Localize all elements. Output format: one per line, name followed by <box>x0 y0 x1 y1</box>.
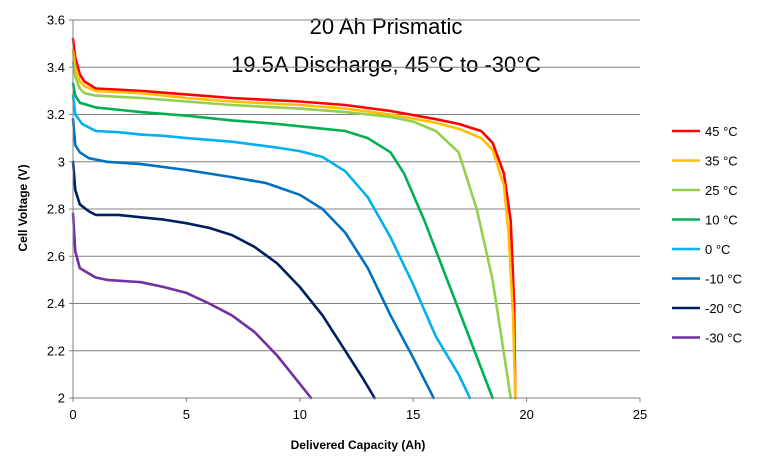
series-lines <box>71 37 517 400</box>
series-line-7 <box>71 160 376 400</box>
y-tick-label: 2.2 <box>47 343 65 358</box>
legend: 45 °C 35 °C 25 °C 10 °C 0 °C -10 °C -20 °C -30 … <box>672 124 742 346</box>
legend-label: 0 °C <box>705 242 730 257</box>
x-tick-label: 5 <box>183 407 190 422</box>
axes <box>69 19 641 402</box>
y-axis-label: Cell Voltage (V) <box>16 164 30 251</box>
y-tick-label: 3 <box>58 154 65 169</box>
x-tick-label: 0 <box>69 407 76 422</box>
legend-label: 35 °C <box>705 154 738 169</box>
legend-label: -10 °C <box>705 272 742 287</box>
series-line-3 <box>71 61 513 400</box>
chart-title-line2: 19.5A Discharge, 45°C to -30°C <box>231 52 541 77</box>
legend-label: -20 °C <box>705 301 742 316</box>
chart-title-line1: 20 Ah Prismatic <box>310 14 463 39</box>
series-line-8 <box>71 212 313 400</box>
tick-labels: 2 2.2 2.4 2.6 2.8 3 3.2 3.4 3.6 0 5 10 15 20 25 <box>47 13 647 423</box>
series-line-6 <box>71 117 435 400</box>
x-tick-label: 10 <box>293 407 307 422</box>
y-tick-label: 3.6 <box>47 13 65 28</box>
x-axis-label: Delivered Capacity (Ah) <box>291 438 426 452</box>
series-line-1 <box>71 37 517 400</box>
x-tick-label: 25 <box>633 407 647 422</box>
x-tick-label: 15 <box>406 407 420 422</box>
series-line-4 <box>71 82 494 400</box>
x-tick-label: 20 <box>519 407 533 422</box>
series-line-5 <box>71 94 472 400</box>
y-tick-label: 2.6 <box>47 249 65 264</box>
legend-label: 25 °C <box>705 183 738 198</box>
y-tick-label: 2.4 <box>47 296 65 311</box>
y-tick-label: 2 <box>58 391 65 406</box>
legend-label: -30 °C <box>705 331 742 346</box>
series-line-2 <box>71 49 517 400</box>
legend-label: 45 °C <box>705 124 738 139</box>
y-tick-label: 2.8 <box>47 202 65 217</box>
y-tick-label: 3.4 <box>47 60 65 75</box>
y-tick-label: 3.2 <box>47 107 65 122</box>
legend-label: 10 °C <box>705 213 738 228</box>
